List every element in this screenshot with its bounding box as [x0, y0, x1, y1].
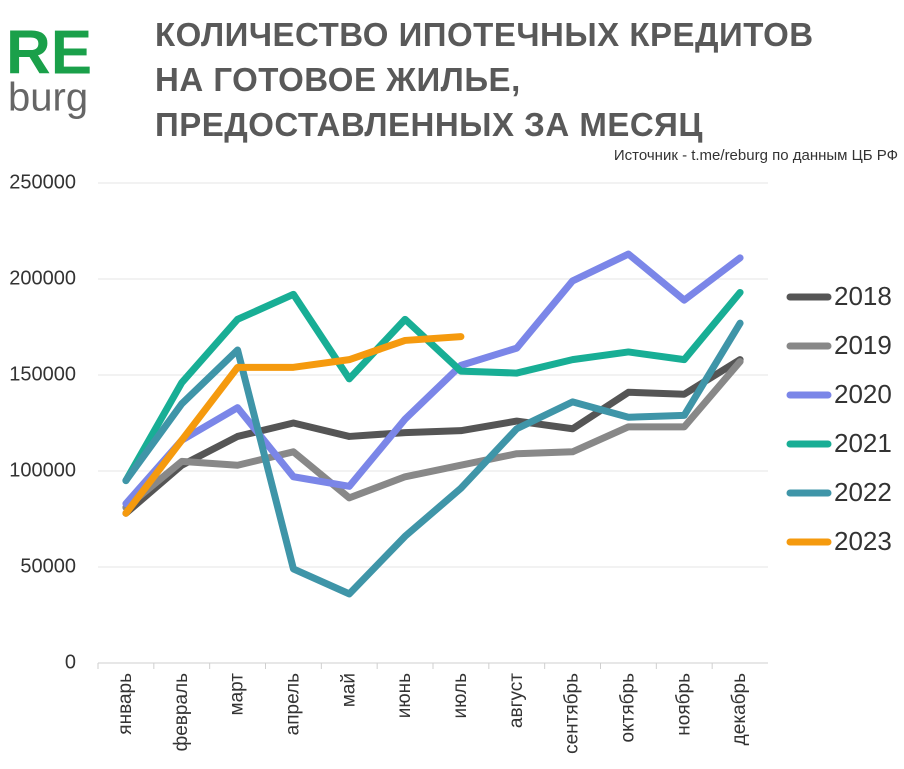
- legend-label: 2022: [834, 477, 892, 507]
- y-tick-label: 100000: [9, 459, 76, 481]
- legend-label: 2023: [834, 526, 892, 556]
- chart-title: КОЛИЧЕСТВО ИПОТЕЧНЫХ КРЕДИТОВ НА ГОТОВОЕ…: [155, 16, 814, 143]
- x-tick-label: февраль: [171, 673, 192, 752]
- x-tick-label: июнь: [394, 673, 415, 718]
- y-tick-label: 0: [65, 651, 76, 673]
- y-tick-label: 150000: [9, 363, 76, 385]
- source: Источник - t.me/reburg по данным ЦБ РФ: [614, 147, 898, 164]
- x-tick-label: апрель: [282, 673, 303, 735]
- y-tick-label: 50000: [20, 555, 76, 577]
- series-line: [122, 356, 744, 517]
- series-line: [122, 358, 744, 511]
- x-tick-label: март: [227, 673, 248, 716]
- y-tick-label: 200000: [9, 267, 76, 289]
- brand-sub: burg: [8, 76, 88, 120]
- series-line: [122, 288, 744, 485]
- x-tick-label: май: [338, 673, 359, 707]
- x-tick-label: сентябрь: [562, 673, 583, 754]
- legend-label: 2019: [834, 330, 892, 360]
- series-line: [122, 333, 465, 517]
- brand: RE: [6, 18, 92, 87]
- x-tick-label: август: [506, 673, 527, 728]
- x-tick-label: ноябрь: [673, 673, 694, 736]
- series-line: [122, 250, 744, 508]
- legend-label: 2018: [834, 281, 892, 311]
- y-tick-label: 250000: [9, 171, 76, 193]
- x-tick-label: январь: [115, 673, 136, 735]
- series-line: [122, 319, 744, 598]
- legend-label: 2021: [834, 428, 892, 458]
- x-tick-label: декабрь: [729, 673, 750, 745]
- legend-label: 2020: [834, 379, 892, 409]
- x-tick-label: октябрь: [617, 673, 638, 743]
- x-tick-label: июль: [450, 673, 471, 719]
